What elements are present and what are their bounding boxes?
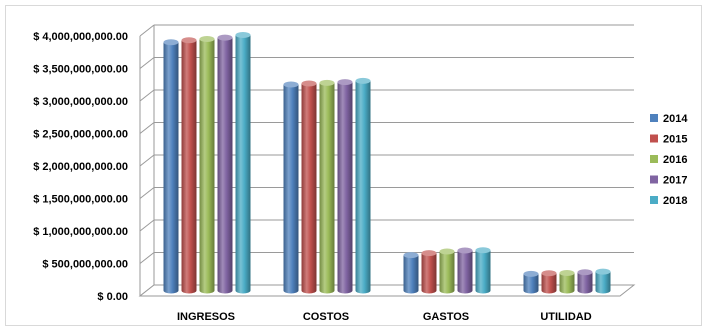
bar-ingresos-2014 [164, 39, 179, 293]
bar-top [422, 250, 437, 256]
bars [164, 32, 611, 293]
bar-top [404, 252, 419, 258]
bar-costos-2017 [338, 79, 353, 293]
bar-ingresos-2017 [218, 35, 233, 294]
bar-gastos-2014 [404, 252, 419, 293]
bar-top [440, 249, 455, 255]
bar-costos-2014 [284, 81, 299, 293]
bar-utilidad-2014 [524, 271, 539, 294]
bar-body [560, 273, 575, 294]
legend-label: 2018 [663, 195, 687, 207]
bar-body [542, 273, 557, 293]
y-tick-label: $ 3,500,000,000.00 [33, 64, 128, 76]
legend: 2014 2015 2016 2017 2018 [650, 113, 688, 207]
bar-top [458, 248, 473, 254]
bar-costos-2016 [320, 80, 335, 294]
gridline-depth [140, 220, 154, 231]
y-tick-label: $ 1,000,000,000.00 [33, 226, 128, 238]
bar-body [182, 40, 197, 293]
legend-swatch [650, 114, 658, 122]
gridline-depth [140, 25, 154, 36]
legend-swatch [650, 135, 658, 143]
bar-gastos-2017 [458, 248, 473, 294]
bar-body [236, 35, 251, 293]
gridline-depth [140, 90, 154, 101]
bar-body [164, 42, 179, 293]
category-label: COSTOS [303, 311, 349, 323]
bar-body [404, 255, 419, 293]
category-label: UTILIDAD [540, 311, 591, 323]
bar-ingresos-2015 [182, 37, 197, 293]
bar-top [356, 78, 371, 84]
bar-gastos-2016 [440, 249, 455, 294]
bar-top [218, 35, 233, 41]
bar-top [182, 37, 197, 43]
y-tick-label: $ 2,000,000,000.00 [33, 161, 128, 173]
legend-swatch [650, 155, 658, 163]
bar-body [440, 252, 455, 294]
bar-body [458, 251, 473, 294]
bar-body [476, 250, 491, 293]
bar-top [236, 32, 251, 38]
bar-body [200, 39, 215, 294]
bar-costos-2015 [302, 80, 317, 293]
bar-top [596, 269, 611, 275]
bar-utilidad-2018 [596, 269, 611, 294]
bar-gastos-2018 [476, 247, 491, 293]
bar-top [164, 39, 179, 45]
y-tick-label: $ 4,000,000,000.00 [33, 31, 128, 43]
bar-body [218, 38, 233, 294]
bar-top [524, 271, 539, 277]
y-tick-label: $ 500,000,000.00 [42, 259, 128, 271]
y-tick-label: $ 1,500,000,000.00 [33, 194, 128, 206]
category-label: GASTOS [423, 311, 469, 323]
bar-body [284, 84, 299, 293]
bar-top [476, 247, 491, 253]
bar-body [578, 272, 593, 293]
bar-ingresos-2018 [236, 32, 251, 293]
bar-top [560, 270, 575, 276]
legend-label: 2017 [663, 175, 687, 187]
bar-body [422, 253, 437, 293]
bar-ingresos-2016 [200, 36, 215, 294]
y-tick-label: $ 3,000,000,000.00 [33, 96, 128, 108]
bar-body [356, 81, 371, 294]
bar-utilidad-2017 [578, 269, 593, 293]
bar-utilidad-2016 [560, 270, 575, 294]
bar-top [200, 36, 215, 42]
legend-label: 2014 [663, 113, 688, 125]
bar-body [338, 82, 353, 293]
gridline-depth [140, 188, 154, 199]
bar-top [284, 81, 299, 87]
y-tick-label: $ 0.00 [97, 291, 128, 303]
gridline-depth [140, 155, 154, 166]
category-label: INGRESOS [177, 311, 235, 323]
bar-body [320, 83, 335, 294]
gridline-depth [140, 253, 154, 264]
bar-top [302, 80, 317, 86]
legend-label: 2016 [663, 154, 687, 166]
bar-costos-2018 [356, 78, 371, 294]
gridline-depth [140, 58, 154, 69]
bar-utilidad-2015 [542, 270, 557, 293]
bar-top [320, 80, 335, 86]
bar-body [596, 272, 611, 294]
legend-swatch [650, 196, 658, 204]
bar-top [542, 270, 557, 276]
gridline-depth [140, 123, 154, 134]
bar-top [338, 79, 353, 85]
legend-label: 2015 [663, 134, 687, 146]
legend-swatch [650, 176, 658, 184]
bar-top [578, 269, 593, 275]
bar-body [302, 83, 317, 293]
y-tick-label: $ 2,500,000,000.00 [33, 129, 128, 141]
bar-gastos-2015 [422, 250, 437, 293]
